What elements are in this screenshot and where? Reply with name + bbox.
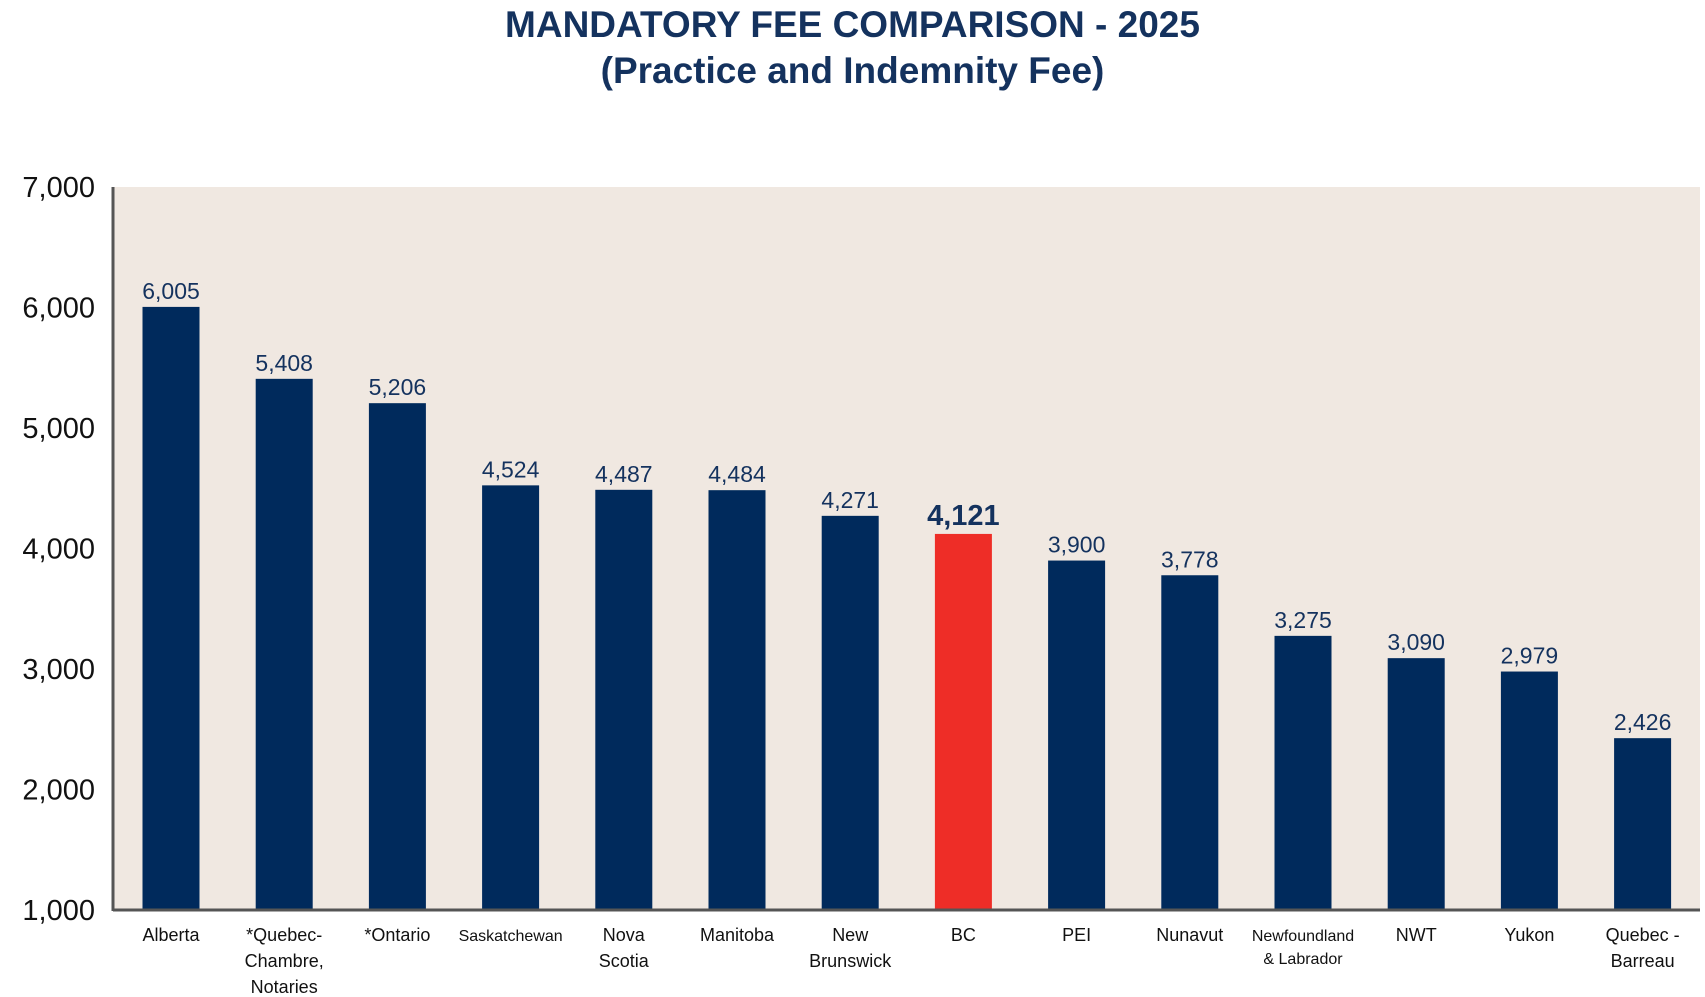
category-labels: Alberta *Quebec- Chambre, Notaries *Ontario S… [142, 925, 1679, 997]
bar [934, 533, 992, 910]
category-label: New Brunswick [809, 925, 892, 971]
value-label: 5,206 [369, 374, 427, 400]
bar [368, 403, 426, 910]
bar [255, 378, 313, 910]
category-label: *Quebec- Chambre, Notaries [245, 925, 324, 997]
category-label-line: Chambre, [245, 951, 324, 971]
category-label-line: Manitoba [700, 925, 775, 945]
category-label-line: New [832, 925, 869, 945]
category-label-line: Brunswick [809, 951, 892, 971]
bar [1161, 575, 1219, 910]
y-tick-label: 6,000 [22, 293, 95, 325]
category-label-line: Nova [603, 925, 646, 945]
category-label-line: *Ontario [364, 925, 430, 945]
category-label: Manitoba [700, 925, 775, 945]
value-label: 4,487 [595, 461, 653, 487]
category-label: NWT [1396, 925, 1437, 945]
value-label: 4,484 [708, 461, 766, 487]
category-label-line: PEI [1062, 925, 1091, 945]
y-tick-label: 7,000 [22, 172, 95, 204]
bar [1048, 560, 1106, 910]
value-label: 4,121 [927, 500, 1000, 532]
category-label-line: Yukon [1504, 925, 1554, 945]
category-label-line: & Labrador [1263, 951, 1343, 968]
y-tick-label: 1,000 [22, 895, 95, 927]
category-label-line: Notaries [251, 977, 318, 997]
bar [1274, 635, 1332, 910]
value-labels: 6,005 5,408 5,206 4,524 4,487 4,484 4,271 4,121… [142, 278, 1671, 735]
y-axis-ticks: 1,000 2,000 3,000 4,000 5,000 6,000 7,000 [22, 172, 95, 927]
category-label: Quebec - Barreau [1606, 925, 1680, 971]
chart-subtitle: (Practice and Indemnity Fee) [600, 50, 1105, 91]
bar [1387, 658, 1445, 910]
value-label: 5,408 [255, 350, 313, 376]
category-label: BC [951, 925, 976, 945]
category-label: Alberta [142, 925, 200, 945]
category-label-line: BC [951, 925, 976, 945]
value-label: 2,979 [1501, 643, 1559, 669]
category-label-line: Scotia [599, 951, 650, 971]
bar [482, 485, 540, 910]
value-label: 4,271 [821, 487, 879, 513]
category-label: *Ontario [364, 925, 430, 945]
value-label: 6,005 [142, 278, 200, 304]
bar [1500, 671, 1558, 910]
chart-title: MANDATORY FEE COMPARISON - 2025 [505, 4, 1200, 45]
bar [708, 490, 766, 910]
y-tick-label: 2,000 [22, 775, 95, 807]
value-label: 3,900 [1048, 532, 1106, 558]
category-label-line: *Quebec- [246, 925, 322, 945]
category-label-line: Alberta [142, 925, 200, 945]
category-label: Yukon [1504, 925, 1554, 945]
bar [1614, 738, 1672, 910]
value-label: 3,090 [1387, 629, 1445, 655]
category-label: Nova Scotia [599, 925, 650, 971]
bar [595, 489, 653, 910]
y-tick-label: 3,000 [22, 654, 95, 686]
category-label-line: Barreau [1611, 951, 1675, 971]
value-label: 2,426 [1614, 709, 1672, 735]
category-label-line: Quebec - [1606, 925, 1680, 945]
value-label: 4,524 [482, 456, 540, 482]
category-label-line: NWT [1396, 925, 1437, 945]
y-tick-label: 5,000 [22, 413, 95, 445]
category-label-line: Saskatchewan [459, 928, 563, 945]
value-label: 3,778 [1161, 546, 1219, 572]
category-label-line: Nunavut [1156, 925, 1223, 945]
category-label: Saskatchewan [459, 928, 563, 945]
category-label: Nunavut [1156, 925, 1223, 945]
y-tick-label: 4,000 [22, 534, 95, 566]
category-label-line: Newfoundland [1252, 928, 1354, 945]
plot-background [113, 187, 1700, 910]
category-label: PEI [1062, 925, 1091, 945]
bars [142, 306, 1672, 911]
category-label: Newfoundland & Labrador [1252, 928, 1354, 968]
value-label: 3,275 [1274, 607, 1332, 633]
bar [142, 306, 200, 911]
bar [821, 515, 879, 910]
